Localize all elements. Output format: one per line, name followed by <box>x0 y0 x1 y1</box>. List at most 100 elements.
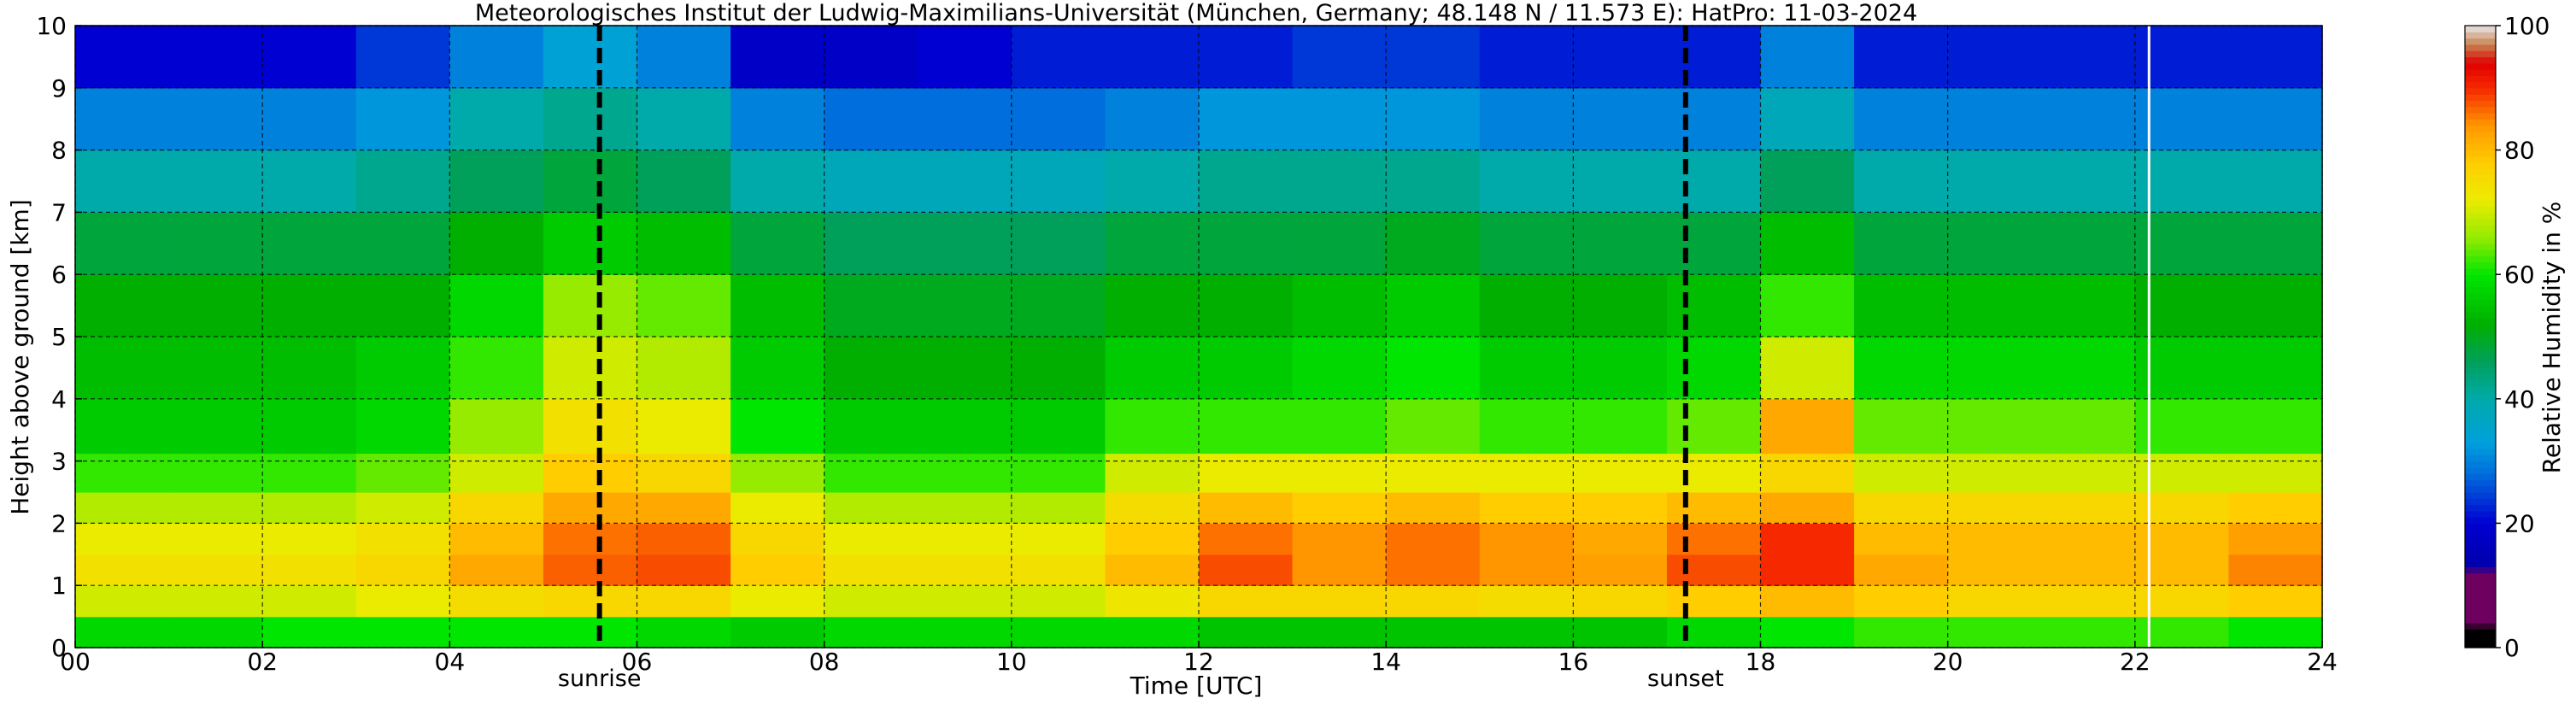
colorbar-segment <box>2465 504 2496 512</box>
heatmap-cell <box>2228 150 2323 213</box>
heatmap-cell <box>1105 274 1200 337</box>
heatmap-cell <box>1666 554 1762 586</box>
colorbar-segment <box>2465 187 2496 195</box>
heatmap-cell <box>1666 26 1762 89</box>
heatmap-cell <box>543 554 638 586</box>
heatmap-cell <box>1760 398 1855 455</box>
heatmap-cell <box>1854 337 1949 400</box>
heatmap-cell <box>2134 26 2230 89</box>
heatmap-cell <box>918 212 1012 275</box>
x-tick-label: 00 <box>60 648 91 676</box>
heatmap-cell <box>2134 554 2230 586</box>
heatmap-cell <box>262 212 357 275</box>
heatmap-cell <box>1199 26 1294 89</box>
heatmap-cell <box>2134 585 2230 618</box>
colorbar-tick-label: 0 <box>2504 634 2520 662</box>
heatmap-cell <box>1292 616 1387 648</box>
heatmap-cell <box>1854 453 1949 493</box>
heatmap-cell <box>2228 616 2323 648</box>
heatmap-cell <box>262 554 357 586</box>
heatmap-cell <box>824 87 918 151</box>
heatmap-cell <box>1760 523 1855 555</box>
heatmap-cell <box>543 398 638 455</box>
heatmap-cell <box>1479 585 1574 618</box>
heatmap-cell <box>75 492 170 524</box>
colorbar-segment <box>2465 155 2496 163</box>
x-tick-label: 18 <box>1746 648 1776 676</box>
colorbar-segment <box>2465 311 2496 319</box>
colorbar-segment <box>2465 337 2496 343</box>
colorbar-segment <box>2465 261 2496 269</box>
heatmap-cell <box>1947 398 2042 455</box>
heatmap-cell <box>731 585 825 618</box>
colorbar-segment <box>2465 423 2496 431</box>
heatmap-cell <box>1105 337 1200 400</box>
heatmap-cell <box>1479 26 1574 89</box>
x-tick-label: 10 <box>996 648 1027 676</box>
x-tick-label: 02 <box>247 648 278 676</box>
colorbar-tick-label: 20 <box>2504 509 2535 537</box>
heatmap-cell <box>1292 554 1387 586</box>
heatmap-cell <box>75 26 170 89</box>
heatmap-cell <box>1573 616 1668 648</box>
x-tick-label: 20 <box>1933 648 1963 676</box>
heatmap-cell <box>1573 523 1668 555</box>
heatmap-cell <box>2134 523 2230 555</box>
colorbar-segment <box>2465 255 2496 263</box>
heatmap-cell <box>2041 150 2136 213</box>
colorbar-segment <box>2465 361 2496 368</box>
heatmap-cell <box>1760 26 1855 89</box>
colorbar-segment <box>2465 237 2496 244</box>
event-marks: sunrise sunset <box>558 26 1724 692</box>
heatmap-cell <box>1199 453 1294 493</box>
heatmap-cell <box>262 87 357 151</box>
heatmap-cell <box>168 616 263 648</box>
x-tick-label: 22 <box>2120 648 2151 676</box>
colorbar-segment <box>2465 367 2496 375</box>
colorbar-segment <box>2465 75 2496 83</box>
heatmap-cell <box>75 87 170 151</box>
heatmap-cell <box>543 274 638 337</box>
heatmap-cell <box>1947 337 2042 400</box>
colorbar-segment <box>2465 566 2496 574</box>
heatmap-cell <box>543 453 638 493</box>
colorbar-segment <box>2465 461 2496 468</box>
heatmap-cell <box>1947 150 2042 213</box>
heatmap-cell <box>731 523 825 555</box>
colorbar-tick-label: 80 <box>2504 137 2535 165</box>
colorbar-segment <box>2465 510 2496 518</box>
colorbar-segment <box>2465 455 2496 462</box>
heatmap-cell <box>1573 398 1668 455</box>
heatmap-cell <box>1199 523 1294 555</box>
heatmap-cell <box>1105 616 1200 648</box>
heatmap-cell <box>543 212 638 275</box>
heatmap-cell <box>2041 492 2136 524</box>
heatmap-cell <box>2041 274 2136 337</box>
heatmap-cell <box>637 554 731 586</box>
heatmap-cell <box>2228 554 2323 586</box>
heatmap-cell <box>824 523 918 555</box>
heatmap-cell <box>1947 492 2042 524</box>
heatmap-cell <box>1386 150 1481 213</box>
heatmap-cell <box>262 616 357 648</box>
heatmap-cell <box>1105 398 1200 455</box>
heatmap-cell <box>1199 398 1294 455</box>
heatmap-cell <box>449 274 544 337</box>
heatmap-cell <box>2228 337 2323 400</box>
heatmap-cell <box>1386 523 1481 555</box>
colorbar-segment <box>2465 100 2496 108</box>
heatmap-cell <box>1292 492 1387 524</box>
heatmap-cell <box>1573 274 1668 337</box>
heatmap-cell <box>824 274 918 337</box>
heatmap-cell <box>824 616 918 648</box>
heatmap-cell <box>2228 585 2323 618</box>
heatmap-cell <box>2228 274 2323 337</box>
heatmap-cell <box>2228 87 2323 151</box>
heatmap-cell <box>1479 337 1574 400</box>
y-axis: 0 1 2 3 4 5 6 7 8 9 10 <box>36 12 82 662</box>
heatmap-cell <box>1947 26 2042 89</box>
heatmap-cell <box>2228 523 2323 555</box>
heatmap-cell <box>1760 616 1855 648</box>
colorbar-segment <box>2465 32 2496 39</box>
heatmap-cell <box>1666 492 1762 524</box>
